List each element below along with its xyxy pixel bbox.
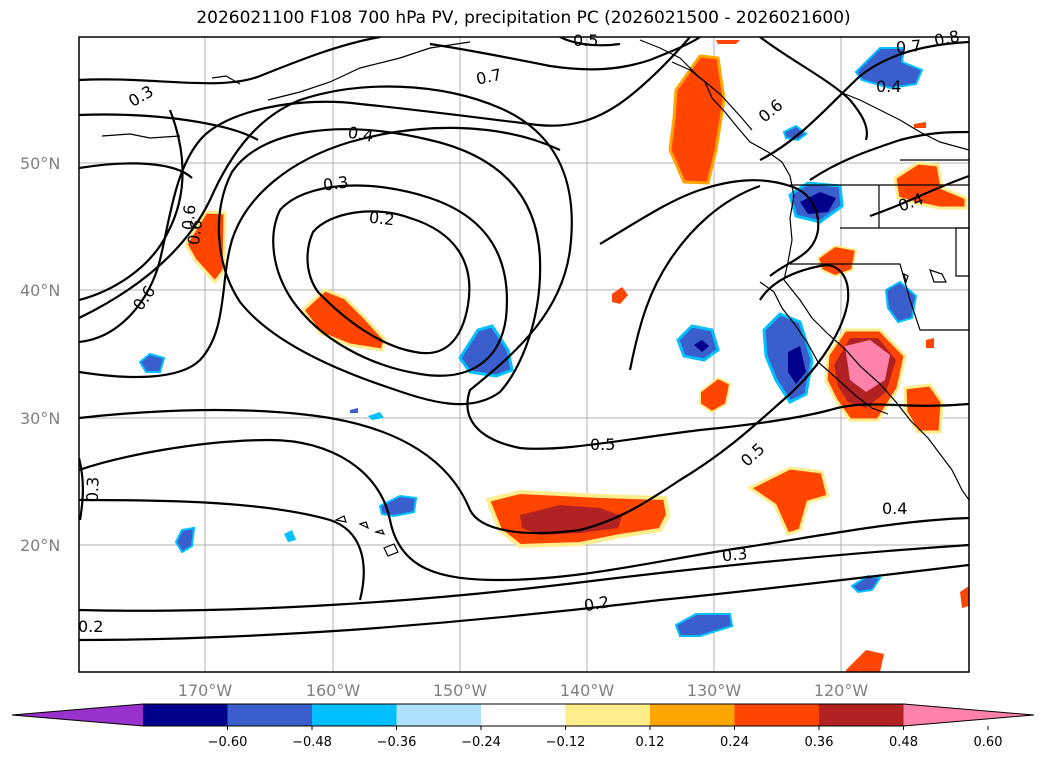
contour-label: 0.7 xyxy=(474,65,503,89)
colorbar-tick-label: −0.24 xyxy=(461,735,501,750)
colorbar-tick-label: 0.48 xyxy=(889,735,918,750)
map-frame xyxy=(78,36,970,673)
contour-label: 0.6 xyxy=(184,218,206,246)
precip-negative-areas xyxy=(138,47,924,637)
contour-label: 0.2 xyxy=(78,617,103,636)
colorbar-segment xyxy=(312,704,397,726)
precip-negative-area xyxy=(174,526,196,554)
precip-negative-area xyxy=(458,324,514,378)
precip-negative-area xyxy=(350,408,358,413)
contour-label: 0.6 xyxy=(178,204,199,231)
contour-label: 0.8 xyxy=(932,26,961,50)
precip-positive-area xyxy=(612,287,628,304)
colorbar-tick-label: 0.24 xyxy=(720,735,749,750)
contour-label: 0.4 xyxy=(346,123,374,146)
colorbar-outline xyxy=(11,703,1035,727)
coastlines xyxy=(101,39,969,557)
precip-positive-core xyxy=(520,505,622,535)
longitude-labels: 170°W 160°W 150°W 140°W 130°W 120°W xyxy=(178,681,869,700)
lon-label-140w: 140°W xyxy=(560,681,615,700)
contour-label: 0.6 xyxy=(755,95,787,126)
contour-label: 0.5 xyxy=(737,439,769,470)
precip-negative-area xyxy=(368,412,384,420)
precip-positive-area xyxy=(747,466,830,536)
lon-label-150w: 150°W xyxy=(433,681,488,700)
colorbar-segment xyxy=(819,704,904,726)
colorbar-extend-min xyxy=(12,704,143,726)
lon-label-170w: 170°W xyxy=(178,681,233,700)
contour-label: 0.5 xyxy=(590,435,615,454)
precip-positive-area xyxy=(903,383,944,434)
precip-positive-area xyxy=(699,376,732,414)
contour-label: 0.2 xyxy=(368,208,395,230)
contour-label: 0.3 xyxy=(125,81,157,110)
contour-label: 0.7 xyxy=(895,36,922,57)
precip-positive-area xyxy=(926,338,934,348)
contour-label: 0.5 xyxy=(573,31,598,50)
colorbar: −0.60 −0.48 −0.36 −0.24 −0.12 0.12 0.24 0.36 0.4… xyxy=(11,703,1035,750)
precip-negative-area xyxy=(138,352,166,373)
precip-positive-area xyxy=(846,650,884,672)
colorbar-segment xyxy=(143,704,228,726)
colorbar-segment xyxy=(734,704,820,726)
colorbar-tick-label: 0.60 xyxy=(974,735,1003,750)
lon-label-120w: 120°W xyxy=(814,681,869,700)
pv-contours xyxy=(79,37,969,642)
lat-label-20n: 20°N xyxy=(20,536,60,555)
precip-max-core xyxy=(845,340,890,392)
precip-positive-area xyxy=(668,54,726,185)
contour-label: 0.4 xyxy=(882,499,907,518)
colorbar-segment xyxy=(227,704,313,726)
precip-negative-area xyxy=(884,280,918,324)
precip-positive-area xyxy=(816,244,858,278)
precip-positive-area xyxy=(960,586,969,608)
precip-negative-area xyxy=(674,613,734,637)
colorbar-segment xyxy=(650,704,735,726)
precip-positive-area xyxy=(300,288,387,352)
precip-positive-area xyxy=(716,40,740,44)
contour-label: 0.3 xyxy=(83,476,103,502)
colorbar-tick-label: −0.36 xyxy=(377,735,417,750)
latitude-labels: 50°N 40°N 30°N 20°N xyxy=(20,154,60,555)
precip-negative-area xyxy=(284,530,296,542)
colorbar-tick-label: −0.60 xyxy=(208,735,248,750)
colorbar-tick-label: 0.36 xyxy=(805,735,834,750)
map-title: 2026021100 F108 700 hPa PV, precipitatio… xyxy=(196,8,851,28)
precip-negative-core xyxy=(694,340,709,352)
contour-label: 0.3 xyxy=(322,172,350,194)
contour-label: 0.3 xyxy=(721,544,748,566)
colorbar-segment xyxy=(481,704,566,726)
colorbar-segment xyxy=(396,704,482,726)
colorbar-tick-label: −0.48 xyxy=(292,735,332,750)
lat-label-40n: 40°N xyxy=(20,281,60,300)
lat-label-50n: 50°N xyxy=(20,154,60,173)
contour-label: 0.2 xyxy=(582,592,610,615)
lat-label-30n: 30°N xyxy=(20,409,60,428)
lon-label-160w: 160°W xyxy=(306,681,361,700)
colorbar-segment xyxy=(565,704,651,726)
colorbar-extend-max xyxy=(903,704,1034,726)
precip-negative-core xyxy=(788,346,806,384)
lon-label-130w: 130°W xyxy=(687,681,742,700)
precip-negative-area xyxy=(782,124,808,142)
precip-negative-area xyxy=(378,494,418,518)
colorbar-tick-label: −0.12 xyxy=(546,735,586,750)
colorbar-tick-label: 0.12 xyxy=(636,735,665,750)
precip-negative-area xyxy=(854,47,924,90)
precip-positive-area xyxy=(914,122,926,128)
contour-label: 0.4 xyxy=(876,77,901,96)
